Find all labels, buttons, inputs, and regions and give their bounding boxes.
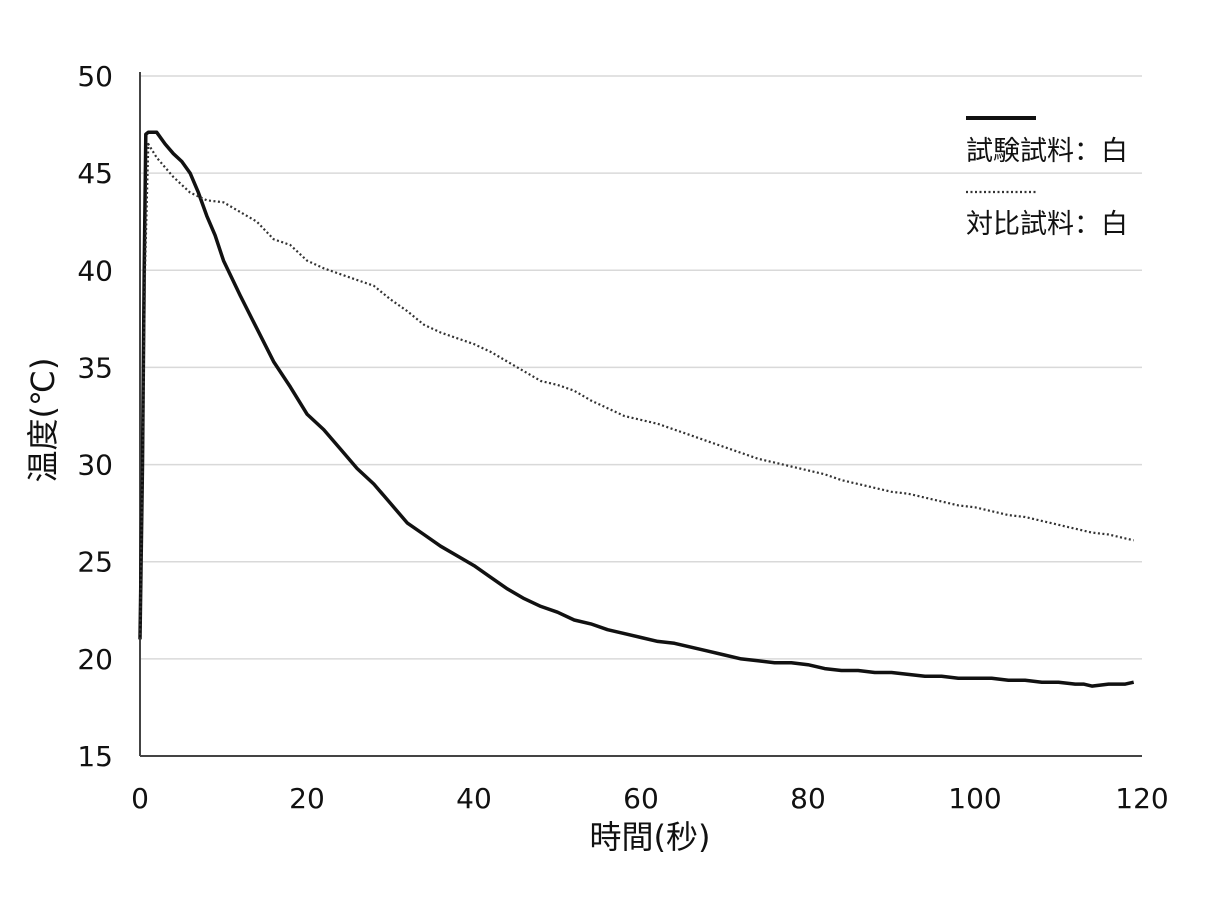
y-axis-title: 温度(℃) [24,358,62,483]
series-line-control [138,142,1134,640]
legend-label-control-sample: 対比試料：白 [966,209,1128,240]
x-tick-label-0: 0 [131,782,149,815]
grid-lines [140,75,1142,660]
y-tick-label-45: 45 [77,157,113,190]
axes [139,72,1142,757]
x-tick-label-60: 60 [623,782,659,815]
y-tick-labels: 15 20 25 30 35 40 45 50 [77,60,113,773]
y-tick-label-40: 40 [77,254,113,287]
y-tick-label-25: 25 [77,546,113,579]
legend: 試験試料：白 対比試料：白 [966,116,1128,240]
x-tick-label-40: 40 [456,782,492,815]
y-tick-label-20: 20 [77,643,113,676]
y-tick-label-30: 30 [77,449,113,482]
y-tick-label-35: 35 [77,351,113,384]
series-lines [138,130,1135,688]
y-tick-label-50: 50 [77,60,113,93]
x-tick-label-20: 20 [289,782,325,815]
x-axis-title: 時間(秒) [590,818,711,856]
y-tick-label-15: 15 [77,740,113,773]
x-tick-label-100: 100 [948,782,1001,815]
x-tick-label-120: 120 [1115,782,1168,815]
x-tick-label-80: 80 [790,782,826,815]
series-line-test [138,130,1135,688]
x-tick-labels: 0 20 40 60 80 100 120 [131,782,1169,815]
legend-label-test-sample: 試験試料：白 [966,136,1128,167]
